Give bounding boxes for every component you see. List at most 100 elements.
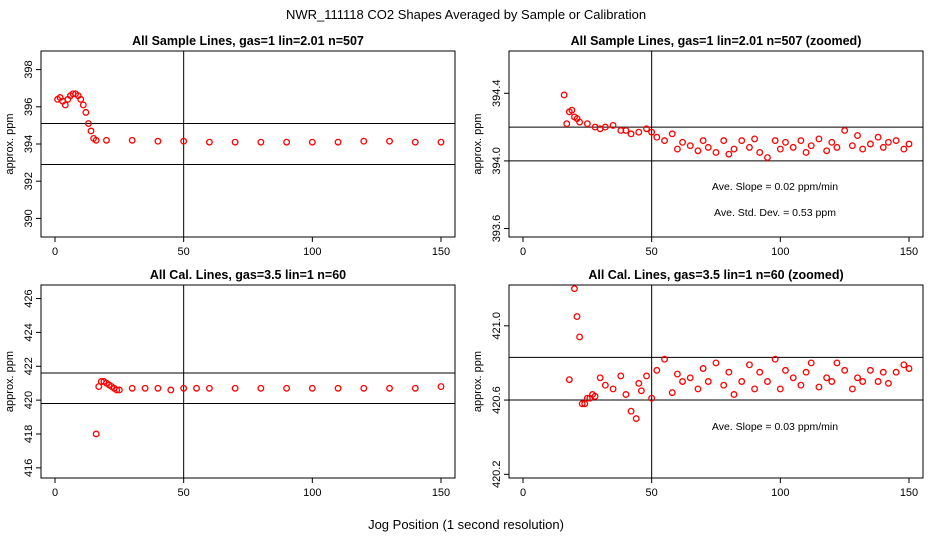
data-point [627,407,635,415]
data-point [694,385,702,393]
data-point [609,385,617,393]
data-point [77,95,85,103]
data-point [699,137,707,145]
data-point [61,101,69,109]
data-point [193,384,200,392]
data-point [560,91,568,99]
x-tick-label: 100 [303,487,321,499]
data-point [386,137,393,145]
data-point [92,136,100,144]
data-point [712,149,720,156]
data-point [756,149,764,156]
data-point [576,118,584,126]
data-point [661,355,668,363]
data-point [725,368,733,376]
data-point [905,365,913,372]
data-point [679,138,686,146]
data-point [167,386,175,394]
data-point [643,372,650,380]
y-tick-label: 416 [23,459,35,477]
panel-title: All Cal. Lines, gas=3.5 lin=1 n=60 (zoom… [588,268,843,282]
y-tick-label: 421.0 [491,312,503,340]
data-point [653,366,661,374]
data-point [848,385,856,393]
data-point [712,359,720,367]
data-point [205,138,213,146]
y-tick-label: 426 [23,289,35,307]
data-point [720,381,728,389]
data-point [141,384,149,392]
data-point [180,137,188,145]
data-point [334,138,342,146]
x-tick-label: 100 [303,246,321,258]
data-point [386,384,393,392]
data-point [668,130,676,138]
panel-2: All Sample Lines, gas=1 lin=2.01 n=507 (… [472,34,924,258]
x-tick-label: 0 [520,487,526,499]
data-point [635,379,643,387]
x-tick-label: 50 [178,487,190,499]
data-point [601,381,609,389]
data-point [360,384,368,392]
y-tick-label: 420.6 [491,386,503,414]
data-point [900,361,908,369]
data-point [823,147,831,155]
data-point [859,145,867,153]
data-point [797,381,805,389]
data-point [583,394,591,402]
data-point [411,138,419,146]
data-point [725,150,733,158]
data-point [756,368,764,376]
y-axis-label: approx. ppm [4,113,16,174]
data-point [643,125,650,133]
panel-title: All Sample Lines, gas=1 lin=2.01 n=507 [132,34,364,48]
data-point [884,138,892,146]
data-point [828,378,836,385]
data-point [797,137,805,145]
x-tick-label: 50 [646,487,658,499]
y-tick-label: 396 [23,98,35,116]
data-point [776,385,784,393]
data-point [648,128,656,136]
y-tick-label: 394.0 [491,147,503,175]
data-point [601,123,609,131]
data-point [730,391,738,398]
data-point [563,120,571,128]
x-tick-label: 150 [900,246,918,258]
data-point [789,374,797,382]
data-point [128,384,136,392]
data-point [103,136,110,144]
data-point [704,143,712,151]
data-point [866,140,874,148]
data-point [905,140,913,148]
data-point [841,366,849,374]
data-point [730,145,738,153]
y-tick-label: 394.4 [491,80,503,108]
data-point [583,120,591,128]
data-point [578,400,586,408]
data-point [648,394,656,402]
data-point [874,378,882,385]
x-tick-label: 100 [771,487,789,499]
x-tick-label: 150 [432,487,450,499]
data-point [617,372,625,380]
data-point [746,143,753,151]
data-point [92,430,100,438]
data-point [673,145,681,153]
data-point [635,128,643,136]
panel-3: All Cal. Lines, gas=3.5 lin=1 n=60 approx… [4,268,456,499]
y-axis-label: approx. ppm [4,351,16,412]
data-point [308,384,316,392]
data-point [807,359,815,367]
data-point [879,368,887,376]
data-point [738,137,746,145]
x-tick-label: 50 [646,246,658,258]
data-point [892,368,900,376]
data-point [900,145,908,153]
data-point [231,138,239,146]
panel-1: All Sample Lines, gas=1 lin=2.01 n=507 ap… [4,34,456,258]
data-point [622,127,630,134]
plot-frame [40,284,456,479]
data-point [257,384,265,392]
data-point [591,392,599,400]
